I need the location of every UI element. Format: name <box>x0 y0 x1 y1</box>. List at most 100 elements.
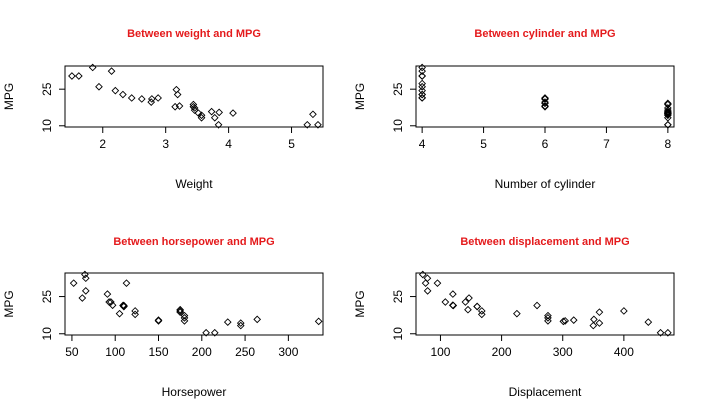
data-point <box>664 99 672 108</box>
plot-frame <box>415 65 675 128</box>
data-point <box>664 108 672 117</box>
data-point <box>620 307 628 315</box>
data-point <box>595 308 604 317</box>
data-point <box>68 72 76 80</box>
x-axis-label: Weight <box>175 177 213 191</box>
data-point <box>229 109 237 117</box>
plot-frame <box>64 272 324 336</box>
data-point <box>544 317 552 325</box>
x-tick-label: 300 <box>278 345 298 359</box>
x-tick-label: 7 <box>603 137 610 151</box>
data-point <box>180 317 189 325</box>
data-point <box>81 287 90 295</box>
data-point <box>314 120 322 129</box>
data-point <box>189 100 198 109</box>
x-tick-label: 6 <box>542 137 549 151</box>
data-point <box>95 82 103 91</box>
data-point <box>595 319 604 327</box>
data-point <box>418 86 426 95</box>
data-point <box>433 279 442 288</box>
data-point <box>541 94 549 102</box>
chart-title: Between weight and MPG <box>127 28 261 40</box>
data-point <box>253 315 262 324</box>
data-point <box>664 109 672 118</box>
scatter-panel: Between horsepower and MPG 50 100 150 200 250… <box>2 236 324 399</box>
data-point <box>108 301 117 310</box>
data-point <box>69 279 78 288</box>
data-point <box>137 95 146 103</box>
chart-title: Between displacement and MPG <box>460 236 629 248</box>
y-axis-label: MPG <box>353 83 367 110</box>
data-point <box>176 305 184 314</box>
x-tick-label: 4 <box>225 137 232 151</box>
data-point <box>314 317 323 326</box>
y-tick-label: 10 <box>40 327 54 341</box>
data-point <box>464 305 472 314</box>
data-point <box>569 316 578 324</box>
data-point <box>88 63 97 72</box>
y-axis-label: MPG <box>2 83 16 110</box>
data-point <box>418 82 426 91</box>
y-axis-label: MPG <box>353 290 367 317</box>
data-point <box>215 108 224 117</box>
data-point <box>418 90 426 99</box>
data-point <box>477 310 486 319</box>
x-tick-label: 100 <box>430 345 450 359</box>
data-point <box>664 328 672 337</box>
y-axis-label: MPG <box>2 290 16 317</box>
y-tick-label: 25 <box>40 290 54 304</box>
data-point <box>176 307 184 315</box>
data-point <box>154 316 163 324</box>
x-tick-label: 150 <box>148 345 168 359</box>
data-point <box>207 107 216 116</box>
x-tick-label: 200 <box>492 345 512 359</box>
data-point <box>473 302 481 311</box>
data-point <box>78 294 87 302</box>
data-point <box>119 90 127 99</box>
data-point <box>590 315 598 324</box>
x-tick-label: 5 <box>480 137 487 151</box>
data-point <box>303 120 312 129</box>
y-tick-label: 25 <box>391 82 405 96</box>
y-tick-label: 10 <box>40 119 54 133</box>
x-axis-label: Displacement <box>509 385 582 399</box>
data-point <box>449 301 458 310</box>
data-point <box>418 270 427 279</box>
x-axis-label: Horsepower <box>162 385 227 399</box>
data-point <box>197 111 206 120</box>
data-point <box>544 311 552 320</box>
data-point <box>202 328 210 337</box>
data-point <box>210 113 219 122</box>
x-axis-label: Number of cylinder <box>495 177 596 191</box>
plot-frame <box>415 272 675 336</box>
data-point <box>75 72 83 80</box>
data-point <box>236 321 245 330</box>
data-point <box>131 307 139 315</box>
y-tick-label: 25 <box>40 82 54 96</box>
data-point <box>441 298 450 306</box>
data-point <box>541 102 549 111</box>
data-point <box>210 328 219 337</box>
x-tick-label: 300 <box>553 345 573 359</box>
data-point <box>461 298 470 306</box>
data-point <box>664 113 672 122</box>
data-point <box>175 102 184 110</box>
y-tick-label: 10 <box>391 119 405 133</box>
scatter-panel: Between displacement and MPG 100 200 300 400… <box>353 236 675 399</box>
data-point <box>223 318 232 326</box>
data-point <box>214 120 223 129</box>
chart-title: Between horsepower and MPG <box>113 236 274 248</box>
data-point <box>107 67 116 75</box>
data-point <box>541 98 549 106</box>
data-point <box>473 302 481 311</box>
data-point <box>107 298 115 306</box>
data-point <box>418 63 426 72</box>
data-point <box>418 67 426 75</box>
x-tick-label: 400 <box>614 345 634 359</box>
y-tick-label: 25 <box>391 290 405 304</box>
data-point <box>189 102 198 111</box>
data-point <box>154 317 163 325</box>
scatter-panel: Between weight and MPG 2 3 4 5 10 25 Weight MPG <box>2 28 324 191</box>
scatter-panel: Between cylinder and MPG 4 5 6 7 8 10 25 Number … <box>353 28 675 191</box>
data-point <box>190 106 199 115</box>
